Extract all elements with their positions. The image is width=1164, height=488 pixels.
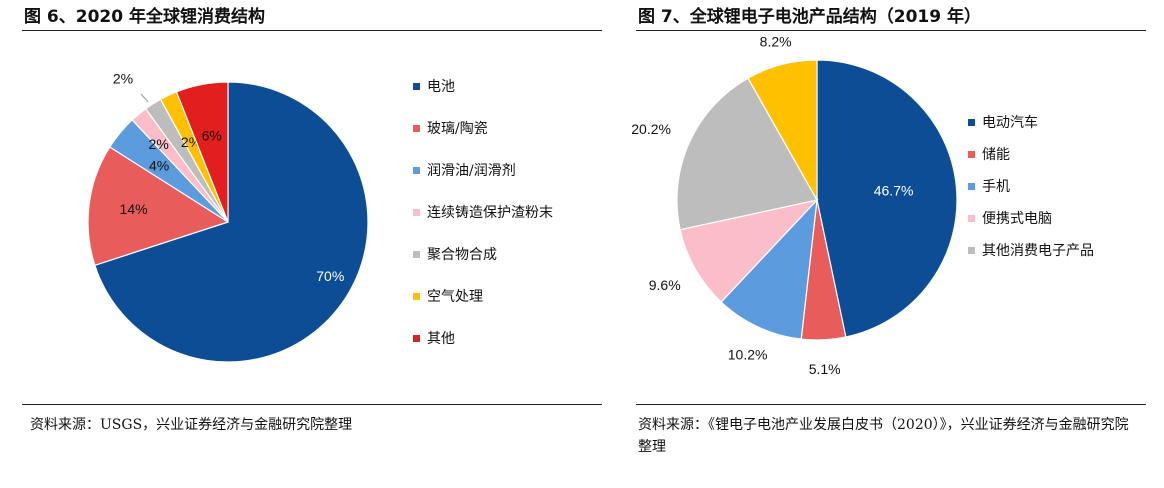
pie-slice-6: [175, 81, 229, 223]
left-source-note: 资料来源：USGS，兴业证券经济与金融研究院整理: [30, 417, 353, 433]
slice-value-label-4: 2%: [113, 70, 133, 86]
slice-value-label-3: 9.6%: [649, 277, 681, 293]
pie-slice-5: [747, 59, 818, 203]
slice-value-label-2: 10.2%: [728, 347, 768, 363]
legend-label-1: 储能: [982, 147, 1010, 163]
legend-item-0: 电池: [413, 78, 583, 96]
legend-swatch-4: [968, 247, 975, 254]
slice-value-label-4: 20.2%: [631, 121, 671, 137]
slice-value-label-5: 8.2%: [760, 34, 792, 50]
slice-value-label-1: 5.1%: [809, 361, 841, 377]
legend-item-6: 其他: [413, 330, 583, 348]
legend-item-4: 其他消费电子产品: [968, 242, 1118, 260]
pie-slice-4: [676, 77, 818, 231]
right-top-rule: [636, 30, 1146, 31]
legend-item-3: 连续铸造保护渣粉末: [413, 204, 583, 222]
legend-swatch-2: [413, 167, 420, 174]
legend-label-4: 其他消费电子产品: [982, 243, 1094, 259]
right-bottom-rule: [636, 404, 1146, 405]
right-figure-panel: 图 7、全球锂电子电池产品结构（2019 年） 46.7% 5.1% 10.2% 9.…: [622, 0, 1164, 488]
slice-value-label-0: 70%: [316, 268, 344, 284]
legend-item-2: 手机: [968, 178, 1118, 196]
legend-label-2: 手机: [982, 179, 1010, 195]
left-pie-chart: 70%14%4%2%2%2% 6%: [87, 70, 369, 363]
legend-label-6: 其他: [427, 331, 455, 347]
pie-slice-2: [720, 198, 818, 340]
slice-value-label-0: 46.7%: [874, 183, 914, 199]
left-pie-legend: 电池玻璃/陶瓷润滑油/润滑剂连续铸造保护渣粉末 聚合物合成空气处理其他: [413, 78, 583, 372]
right-figure-title: 图 7、全球锂电子电池产品结构（2019 年）: [638, 7, 981, 27]
legend-label-5: 空气处理: [427, 289, 483, 305]
legend-swatch-6: [413, 335, 420, 342]
legend-item-4: 聚合物合成: [413, 246, 583, 264]
legend-label-3: 便携式电脑: [982, 211, 1052, 227]
legend-swatch-2: [968, 183, 975, 190]
legend-item-3: 便携式电脑: [968, 210, 1118, 228]
left-figure-title: 图 6、2020 年全球锂消费结构: [24, 7, 265, 27]
right-pie-chart: 46.7% 5.1% 10.2% 9.6% 20.2% 8.2%: [631, 34, 958, 377]
legend-label-0: 电池: [427, 79, 455, 95]
legend-swatch-1: [968, 151, 975, 158]
legend-item-0: 电动汽车: [968, 114, 1118, 132]
left-bottom-rule: [22, 404, 602, 405]
legend-label-2: 润滑油/润滑剂: [427, 163, 516, 179]
slice-value-label-6: 6%: [202, 127, 222, 143]
legend-swatch-1: [413, 125, 420, 132]
legend-item-1: 储能: [968, 146, 1118, 164]
pie-slice-0: [94, 81, 369, 363]
legend-label-0: 电动汽车: [982, 115, 1038, 131]
legend-swatch-0: [968, 119, 975, 126]
pie-slice-1: [87, 146, 230, 267]
slice-label-leader-4: [140, 93, 149, 103]
legend-swatch-4: [413, 251, 420, 258]
legend-swatch-5: [413, 293, 420, 300]
pie-slice-3: [679, 199, 819, 303]
legend-label-1: 玻璃/陶瓷: [427, 121, 488, 137]
pie-slice-0: [816, 59, 958, 338]
left-top-rule: [22, 30, 602, 31]
legend-label-4: 聚合物合成: [427, 247, 497, 263]
legend-label-3: 连续铸造保护渣粉末: [427, 205, 553, 221]
legend-swatch-3: [968, 215, 975, 222]
right-source-note: 资料来源：《锂电子电池产业发展白皮书（2020）》，兴业证券经济与金融研究院整理: [638, 417, 1129, 455]
slice-value-label-1: 14%: [120, 201, 148, 217]
left-figure-panel: 图 6、2020 年全球锂消费结构 70% 14% 4% 2% 2% 2% 6% 电池 玻璃/…: [22, 7, 602, 433]
legend-swatch-0: [413, 83, 420, 90]
right-pie-legend: 电动汽车储能手机便携式电脑其他消费电子产品: [968, 114, 1118, 274]
legend-item-2: 润滑油/润滑剂: [413, 162, 583, 180]
legend-item-1: 玻璃/陶瓷: [413, 120, 583, 138]
legend-item-5: 空气处理: [413, 288, 583, 306]
legend-swatch-3: [413, 209, 420, 216]
slice-value-label-2: 4%: [149, 157, 169, 173]
slice-value-label-3: 2%: [149, 136, 169, 152]
